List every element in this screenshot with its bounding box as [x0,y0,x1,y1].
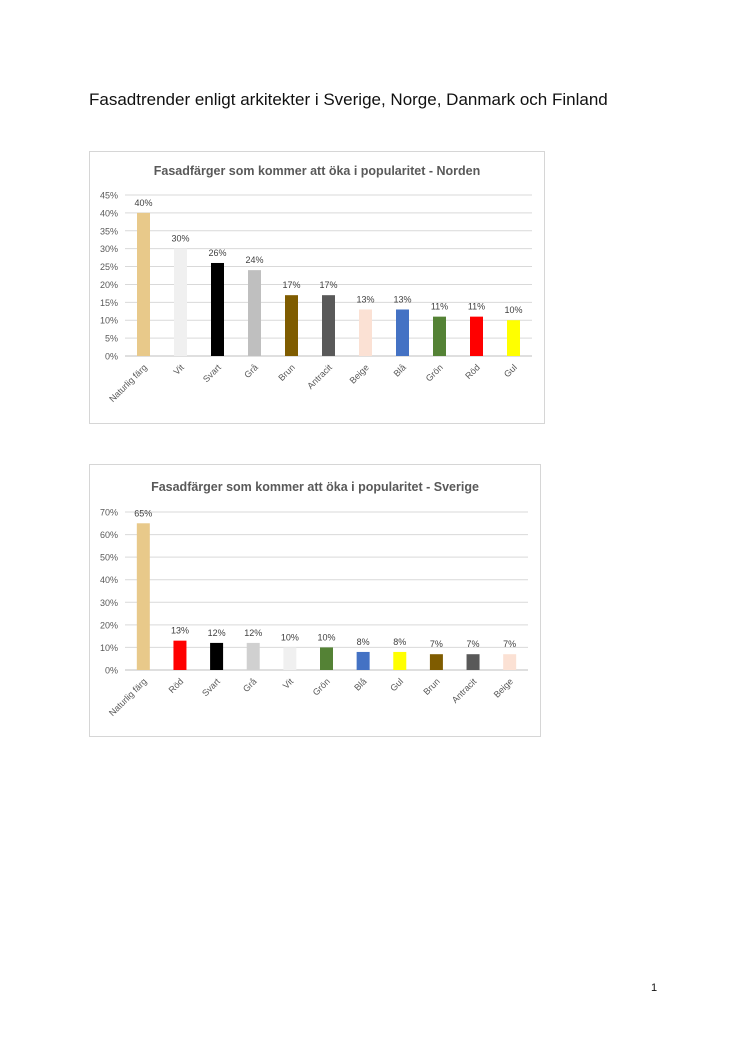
y-tick-label: 20% [100,620,118,630]
x-tick-label: Antracit [305,362,334,391]
bar [136,523,150,670]
x-tick-label: Grön [424,362,445,383]
data-label: 12% [244,628,262,638]
x-tick-label: Gul [502,362,519,379]
x-tick-label: Naturlig färg [107,676,149,718]
bar [210,642,224,670]
data-label: 8% [393,637,406,647]
x-tick-label: Brun [421,676,442,697]
data-label: 7% [430,639,443,649]
x-tick-label: Beige [492,676,515,699]
y-tick-label: 0% [105,666,118,676]
data-label: 10% [281,632,299,642]
bar [174,248,187,356]
x-tick-label: Blå [392,362,408,378]
page-number: 1 [651,982,658,994]
data-label: 13% [356,294,374,304]
x-tick-label: Vit [281,676,296,691]
bar [433,316,446,356]
data-label: 12% [208,628,226,638]
data-label: 8% [357,637,370,647]
x-tick-label: Brun [276,362,297,383]
bar [466,654,480,670]
chart-norden: Fasadfärger som kommer att öka i popular… [89,151,545,424]
bar [246,642,260,670]
x-tick-label: Svart [200,676,222,698]
bar [429,654,443,670]
data-label: 24% [245,255,263,265]
x-tick-label: Grön [311,676,332,697]
x-tick-label: Antracit [450,676,479,705]
y-tick-label: 15% [100,298,118,308]
x-tick-label: Röd [167,676,186,695]
bar [359,309,372,356]
data-label: 30% [171,234,189,244]
y-tick-label: 35% [100,226,118,236]
bar [356,651,370,670]
x-tick-label: Grå [242,362,260,380]
y-tick-label: 70% [100,508,118,518]
chart-norden-svg: Fasadfärger som kommer att öka i popular… [100,164,532,404]
y-tick-label: 45% [100,191,118,201]
data-label: 10% [504,305,522,315]
data-label: 17% [319,280,337,290]
bar [507,320,520,356]
chart-title: Fasadfärger som kommer att öka i popular… [154,164,480,178]
x-tick-label: Gul [388,676,405,693]
x-tick-label: Svart [201,362,223,384]
x-tick-label: Naturlig färg [107,362,149,404]
bar [393,651,407,670]
x-tick-label: Grå [241,676,259,694]
x-tick-label: Blå [352,676,368,692]
y-tick-label: 25% [100,262,118,272]
document-title: Fasadtrender enligt arkitekter i Sverige… [89,90,608,109]
data-label: 40% [134,198,152,208]
y-tick-label: 10% [100,316,118,326]
x-tick-label: Beige [348,362,371,385]
data-label: 7% [467,639,480,649]
data-label: 65% [134,508,152,518]
bar [503,654,517,670]
bar [248,270,261,356]
y-tick-label: 10% [100,643,118,653]
y-tick-label: 60% [100,530,118,540]
chart-sverige-svg: Fasadfärger som kommer att öka i popular… [100,480,528,718]
bar [285,295,298,356]
data-label: 11% [468,302,485,312]
data-label: 10% [317,632,335,642]
bar [283,647,297,670]
data-label: 7% [503,639,516,649]
bar [322,295,335,356]
data-label: 13% [393,294,411,304]
bar [137,212,150,356]
y-tick-label: 40% [100,575,118,585]
y-tick-label: 50% [100,553,118,563]
data-label: 13% [171,626,189,636]
chart-sverige: Fasadfärger som kommer att öka i popular… [89,464,541,737]
y-tick-label: 20% [100,280,118,290]
data-label: 11% [431,302,448,312]
bar [320,647,333,670]
data-label: 17% [282,280,300,290]
x-tick-label: Vit [172,362,187,377]
y-tick-label: 30% [100,244,118,254]
bar [211,262,224,356]
y-tick-label: 40% [100,208,118,218]
y-tick-label: 5% [105,334,118,344]
y-tick-label: 30% [100,598,118,608]
chart-title: Fasadfärger som kommer att öka i popular… [151,480,479,494]
bar [396,309,409,356]
x-tick-label: Röd [463,362,482,381]
bar [173,640,187,670]
data-label: 26% [208,248,226,258]
bar [470,316,483,356]
y-tick-label: 0% [105,352,118,362]
